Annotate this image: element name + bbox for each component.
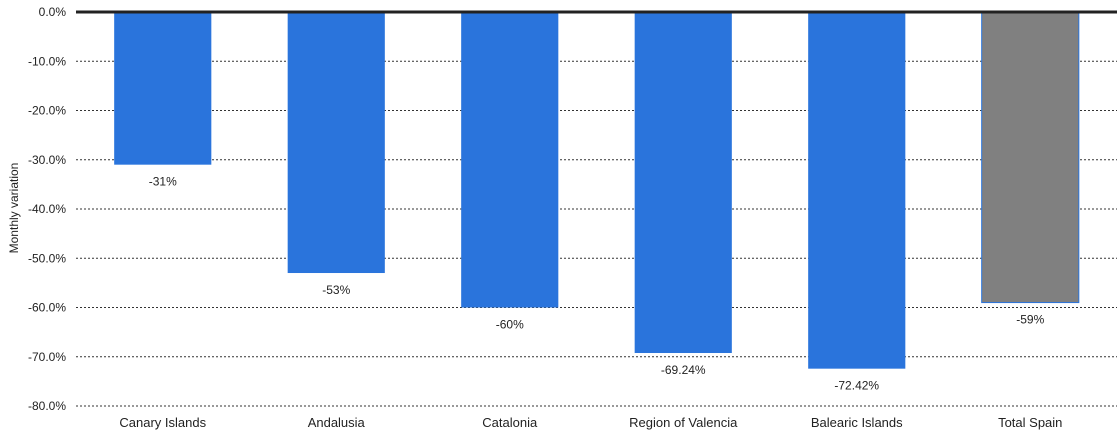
bar-region-of-valencia	[634, 12, 732, 354]
data-label: -60%	[496, 318, 524, 332]
bar-canary-islands	[114, 12, 212, 165]
grid-lines	[76, 60, 1117, 407]
bar-catalonia	[461, 12, 559, 308]
data-labels: -31% -53% -60% -69.24% -72.42% -59%	[149, 175, 1045, 393]
y-tick-label: -30.0%	[28, 153, 66, 167]
bar-andalusia	[287, 12, 385, 274]
y-axis-title: Monthly variation	[7, 163, 21, 254]
data-label: -53%	[322, 283, 350, 297]
bar-total-spain	[981, 11, 1080, 304]
category-label: Catalonia	[482, 415, 538, 430]
y-tick-label: -80.0%	[28, 399, 66, 413]
data-label: -72.42%	[834, 379, 879, 393]
category-label: Andalusia	[308, 415, 366, 430]
y-tick-label: -60.0%	[28, 301, 66, 315]
data-label: -31%	[149, 175, 177, 189]
y-tick-label: -10.0%	[28, 54, 66, 68]
data-label: -59%	[1016, 313, 1044, 327]
category-label: Canary Islands	[119, 415, 206, 430]
y-tick-label: -70.0%	[28, 350, 66, 364]
category-label: Region of Valencia	[629, 415, 738, 430]
bar-balearic-islands	[808, 12, 906, 369]
bars	[114, 11, 1080, 369]
y-tick-label: 0.0%	[39, 5, 67, 19]
y-tick-labels: 0.0% -10.0% -20.0% -30.0% -40.0% -50.0% -60.0%…	[28, 5, 66, 413]
data-label: -69.24%	[661, 363, 706, 377]
category-labels: Canary Islands Andalusia Catalonia Region o…	[119, 415, 1062, 430]
y-tick-label: -50.0%	[28, 251, 66, 265]
y-tick-label: -20.0%	[28, 104, 66, 118]
y-tick-label: -40.0%	[28, 202, 66, 216]
category-label: Balearic Islands	[811, 415, 903, 430]
category-label: Total Spain	[998, 415, 1062, 430]
